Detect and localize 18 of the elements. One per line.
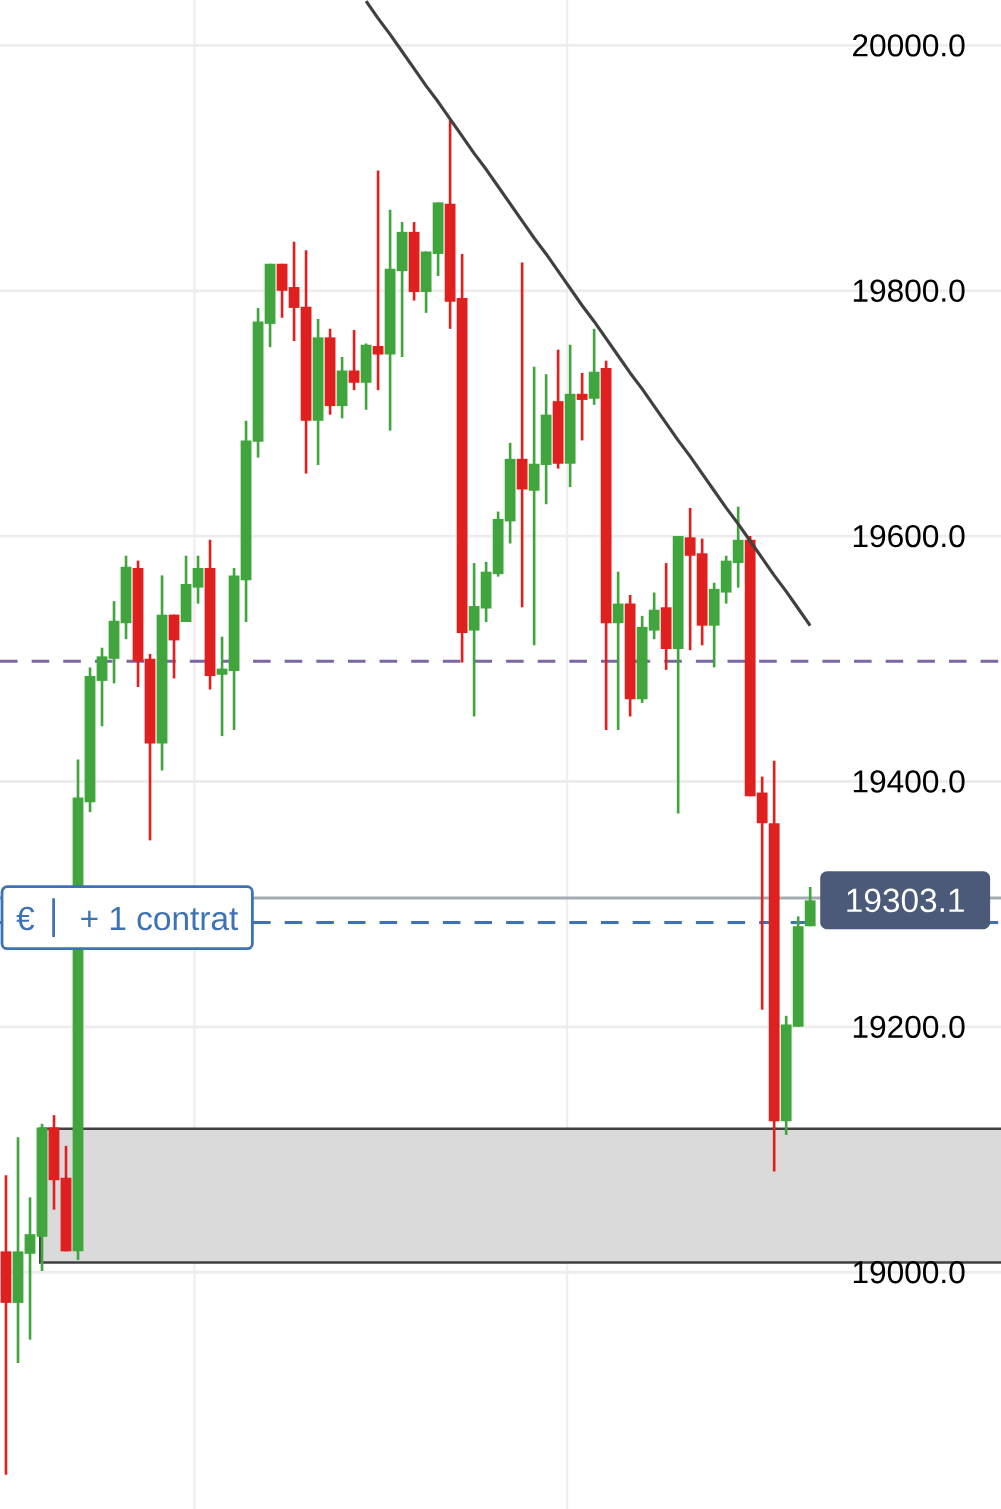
annotation: 19303.1 (847, 888, 964, 913)
y-tick-label: 19400.0 (853, 770, 965, 793)
ref-line-label: + 1 contrat (81, 906, 239, 931)
candlestick (372, 169, 384, 392)
candlestick (612, 570, 624, 732)
candlestick (516, 261, 528, 609)
candlestick (216, 635, 228, 738)
y-tick-label: 19600.0 (853, 524, 965, 548)
candlestick (348, 328, 360, 392)
y-tick-label: 20000.0 (853, 34, 965, 57)
candlestick (192, 554, 204, 605)
annotation: € (16, 906, 35, 931)
candlestick (288, 240, 300, 343)
y-tick-label: 19200.0 (853, 1015, 965, 1039)
y-tick-label: 19800.0 (853, 279, 965, 302)
candlestick (24, 1196, 36, 1342)
y-tick-label: 19000.0 (853, 1261, 965, 1284)
candlestick (576, 371, 588, 442)
